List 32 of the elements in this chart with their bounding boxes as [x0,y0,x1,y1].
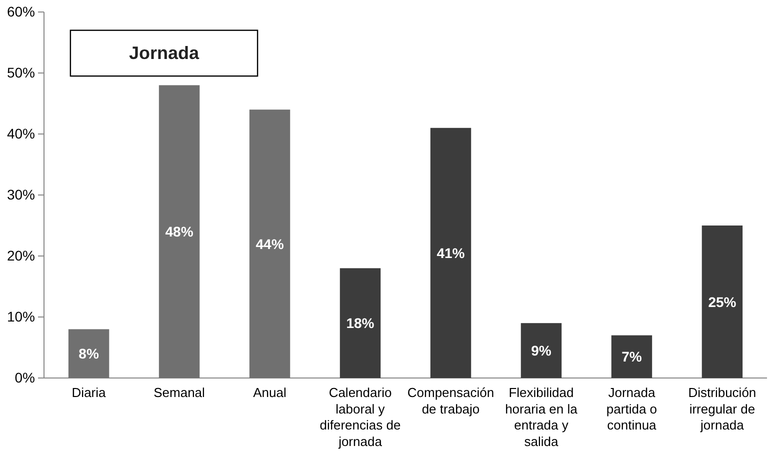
x-tick-label: Distribución irregular de jornada [688,385,756,432]
x-tick-label: Diaria [72,385,107,400]
bar [340,268,381,378]
x-tick-label: Semanal [154,385,206,400]
bar [520,323,562,378]
data-label: 7% [622,348,642,365]
data-label: 41% [436,244,466,261]
data-label: 25% [708,294,737,310]
data-label: 8% [78,346,100,362]
y-tick-label: 0% [14,369,35,386]
data-label: 9% [531,342,552,359]
bar [158,85,200,378]
y-tick-label: 20% [6,247,35,264]
bar [249,110,290,378]
text: Jornada [128,43,200,64]
bar [611,335,652,378]
y-tick-label: 40% [6,125,35,142]
data-label: 44% [256,236,284,252]
x-tick-label: Anual [253,385,287,400]
bar [702,226,743,378]
x-tick-label: Jornada partida o continua [606,385,658,432]
bar [430,128,472,378]
y-tick-label: 60% [6,3,35,20]
x-tick-label: Compensación de trabajo [407,385,494,416]
data-label: 18% [346,315,375,332]
y-tick-label: 30% [6,186,35,202]
data-label: 48% [165,224,194,240]
y-tick-label: 10% [6,308,35,324]
x-tick-label: Flexibilidad horaria en la entrada y salida [505,385,578,449]
bar [68,329,110,378]
x-tick-label: Calendario laboral y diferencias de jornada [320,385,401,449]
y-tick-label: 50% [6,64,35,80]
